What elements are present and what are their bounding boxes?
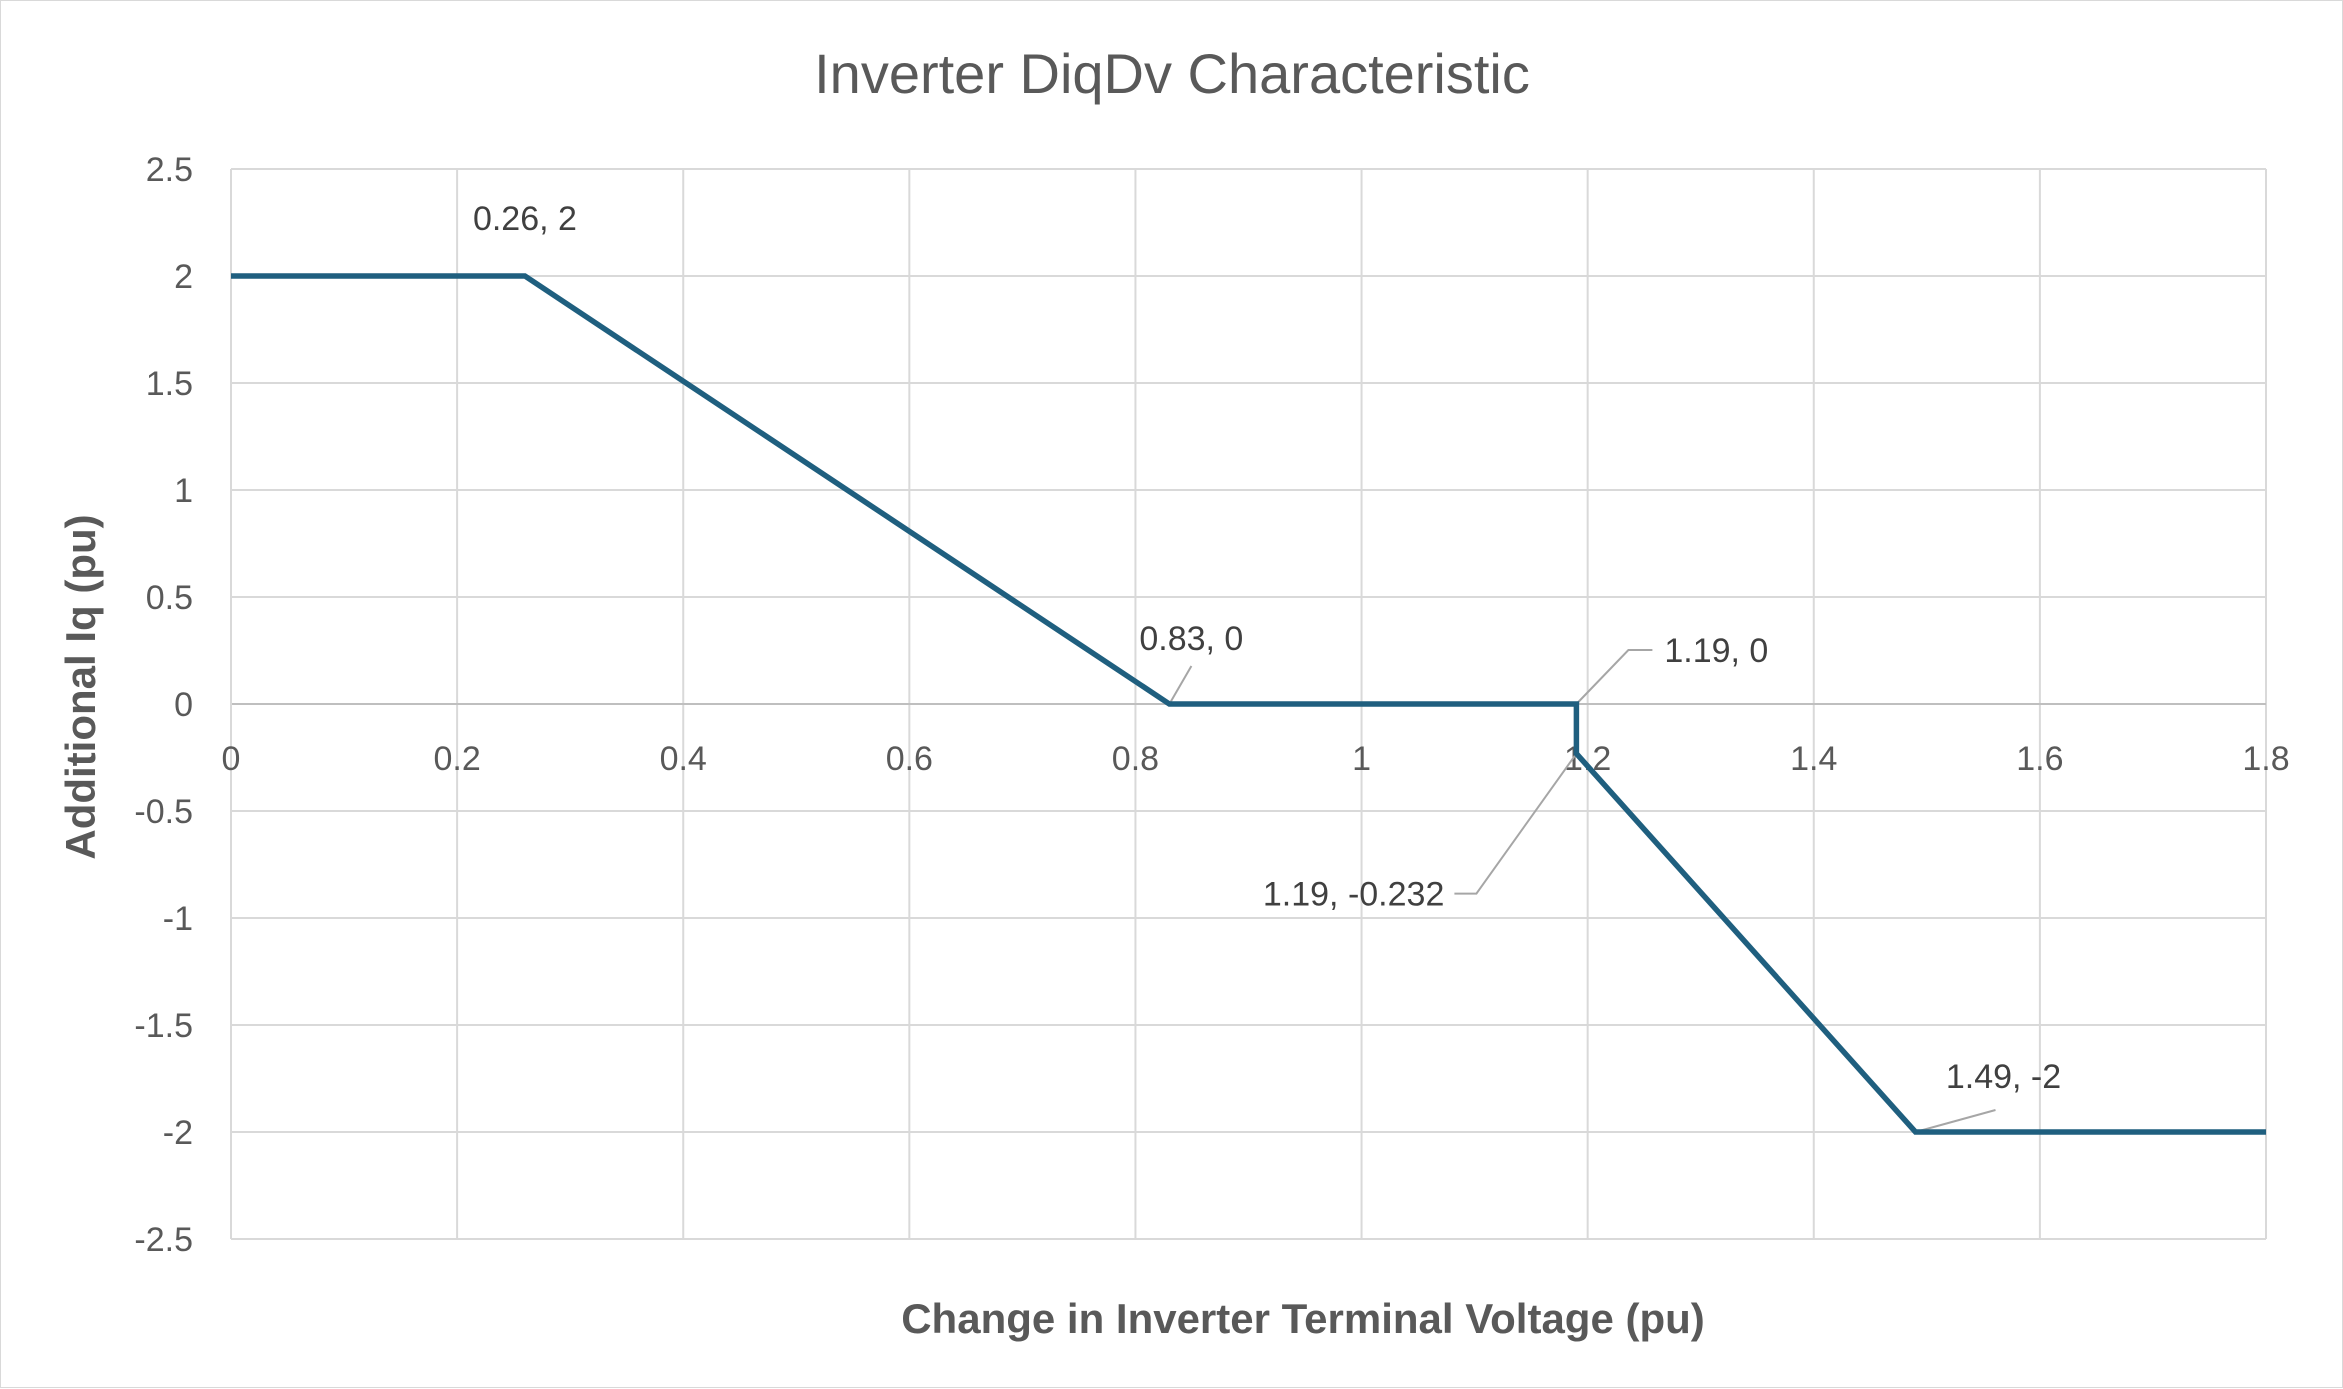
- data-label: 1.19, -0.232: [1263, 876, 1444, 914]
- tick-labels: 2.521.510.50-0.5-1-1.5-2-2.50 0.2 0.4 0.6 0.…: [134, 151, 2289, 1259]
- y-tick-label: -2.5: [134, 1221, 193, 1259]
- x-tick-label: 1.2: [1564, 740, 1611, 778]
- series-line: [231, 273, 2266, 1135]
- data-label: 1.49, -2: [1946, 1058, 2061, 1096]
- x-tick-label: 0.4: [660, 740, 707, 778]
- data-labels: 0.26, 2 0.83, 0 1.19, 0 1.19, -0.232 1.49, -…: [473, 200, 2061, 1096]
- data-series: [231, 273, 2266, 1135]
- y-tick-label: 0.5: [146, 579, 193, 617]
- data-label-leader: [1168, 665, 1193, 705]
- y-axis-title: Additional Iq (pu): [57, 514, 104, 859]
- x-tick-label: 0.6: [886, 740, 933, 778]
- x-tick-label: 1.8: [2242, 740, 2289, 778]
- x-tick-label: 0.8: [1112, 740, 1159, 778]
- x-tick-label: 1.6: [2016, 740, 2063, 778]
- data-label-leader: [1915, 1109, 1996, 1133]
- y-tick-label: -2: [163, 1114, 193, 1152]
- chart-title: Inverter DiqDv Characteristic: [814, 42, 1530, 105]
- x-tick-label: 1.4: [1790, 740, 1837, 778]
- data-label: 0.26, 2: [473, 200, 577, 238]
- x-tick-label: 1: [1352, 740, 1371, 778]
- y-tick-label: -1.5: [134, 1007, 193, 1045]
- label-leader-lines: [1168, 649, 1996, 1133]
- data-label: 0.83, 0: [1139, 620, 1243, 658]
- data-label-leader: [1454, 753, 1578, 895]
- data-label: 1.19, 0: [1664, 632, 1768, 670]
- data-label-leader: [1575, 649, 1653, 705]
- y-tick-label: -1: [163, 900, 193, 938]
- x-axis-title: Change in Inverter Terminal Voltage (pu): [901, 1295, 1705, 1342]
- y-tick-label: 2: [174, 258, 193, 296]
- y-tick-label: 1.5: [146, 365, 193, 403]
- x-tick-label: 0.2: [433, 740, 480, 778]
- x-tick-label: 0: [222, 740, 241, 778]
- y-tick-label: -0.5: [134, 793, 193, 831]
- y-tick-label: 1: [174, 472, 193, 510]
- y-tick-label: 0: [174, 686, 193, 724]
- y-tick-label: 2.5: [146, 151, 193, 189]
